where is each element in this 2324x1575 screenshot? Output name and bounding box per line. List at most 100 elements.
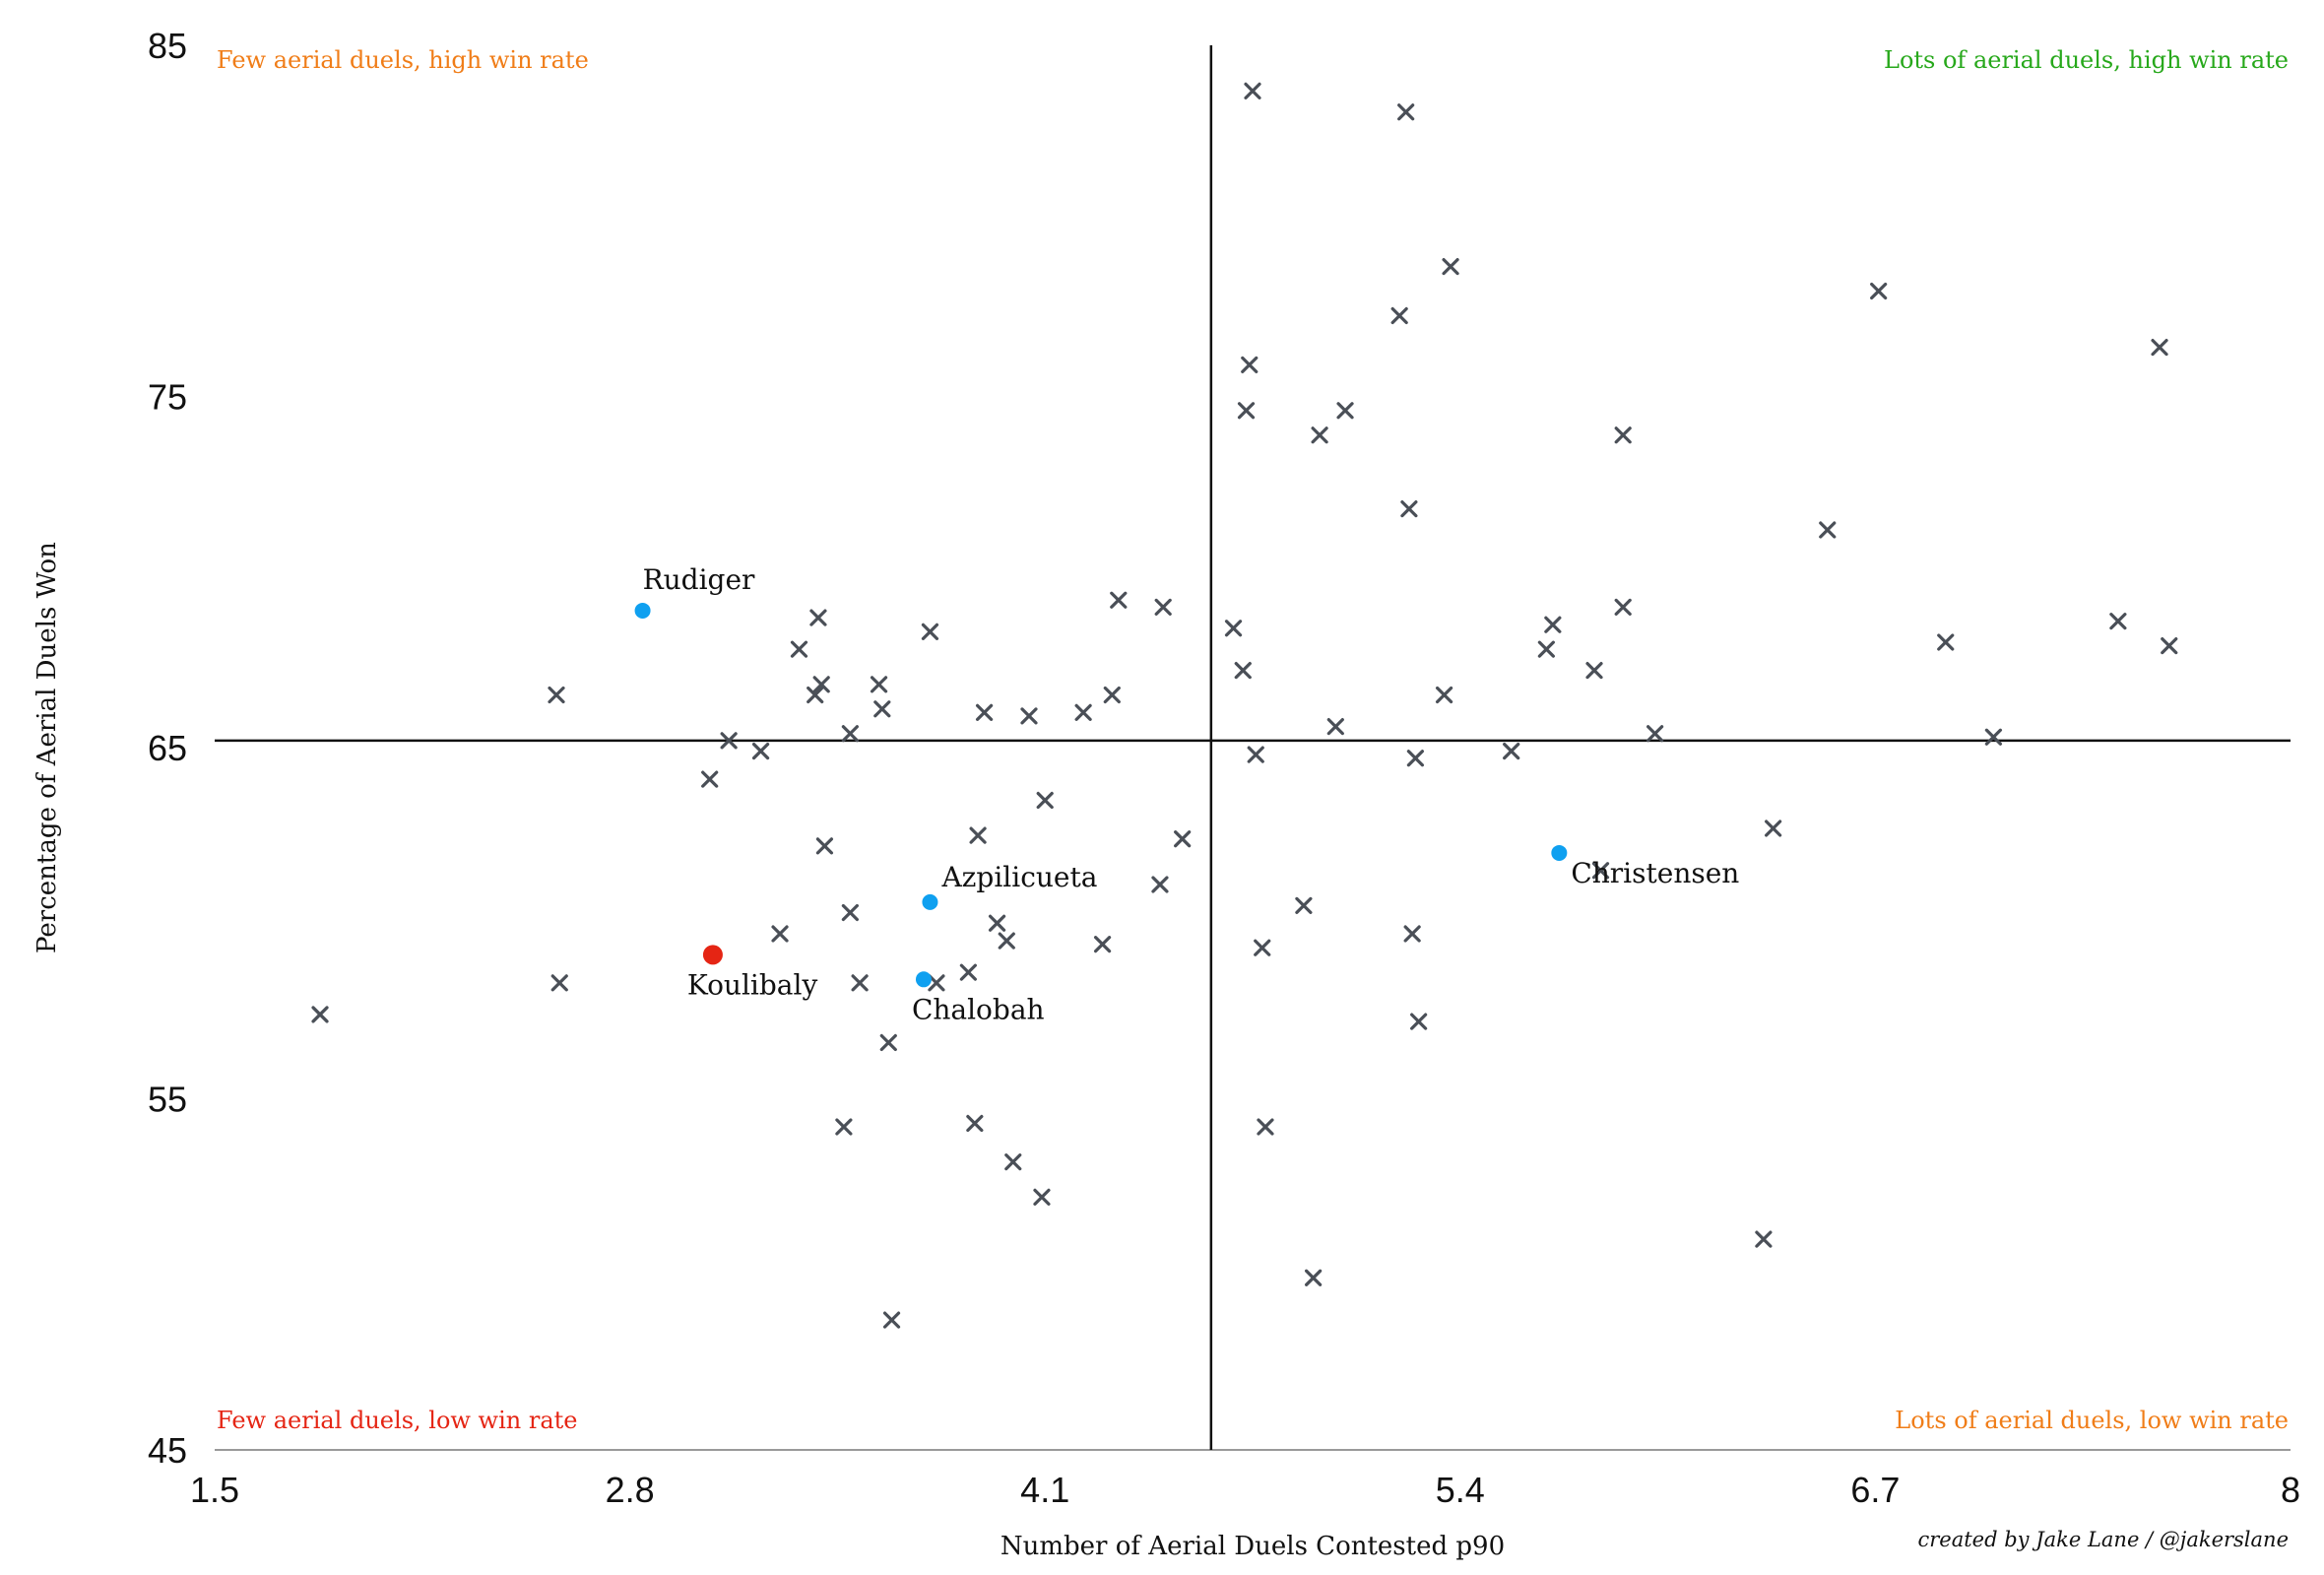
- player-point: [1237, 402, 1256, 420]
- player-point: [1755, 1230, 1773, 1248]
- player-point: [807, 686, 824, 704]
- player-point: [841, 725, 859, 743]
- y-axis-label: Percentage of Aerial Duels Won: [32, 542, 62, 953]
- player-point: [966, 1114, 984, 1133]
- y-tick-label: 65: [148, 728, 187, 768]
- player-point: [870, 676, 888, 693]
- x-tick-label: 8: [2281, 1470, 2300, 1510]
- y-tick-label: 45: [148, 1430, 187, 1471]
- x-tick-label: 6.7: [1850, 1470, 1900, 1510]
- player-point: [1110, 591, 1128, 609]
- x-tick-label: 4.1: [1020, 1470, 1069, 1510]
- player-point: [1247, 746, 1264, 763]
- player-point: [975, 703, 994, 721]
- x-tick-label: 2.8: [606, 1470, 655, 1510]
- player-point: [2161, 637, 2178, 655]
- player-point: [1305, 1269, 1323, 1286]
- player-point: [873, 700, 891, 718]
- player-point: [998, 932, 1015, 950]
- player-point: [2151, 338, 2168, 357]
- player-point: [1234, 661, 1252, 680]
- highlighted-point-rudiger: [634, 602, 651, 619]
- player-point: [815, 837, 834, 855]
- player-point: [809, 609, 827, 626]
- player-point: [1410, 1013, 1428, 1030]
- player-point: [1406, 750, 1424, 767]
- player-point: [1093, 936, 1112, 953]
- player-point: [1984, 728, 2002, 746]
- player-point: [1765, 820, 1782, 837]
- player-point: [1224, 620, 1243, 637]
- player-point: [1397, 103, 1415, 121]
- player-point: [311, 1006, 329, 1023]
- player-point: [1151, 876, 1169, 893]
- player-label-rudiger: Rudiger: [643, 563, 755, 596]
- player-point: [1442, 257, 1459, 276]
- player-point: [751, 742, 770, 760]
- credit-text: created by Jake Lane / @jakerslane: [1917, 1528, 2289, 1551]
- x-axis-label: Number of Aerial Duels Contested p90: [1001, 1532, 1505, 1561]
- player-point: [1311, 427, 1328, 444]
- quadrant-label-bottom-right: Lots of aerial duels, low win rate: [1895, 1407, 2289, 1434]
- player-point: [790, 640, 808, 658]
- player-point: [921, 623, 939, 640]
- player-point: [959, 963, 977, 981]
- player-point: [720, 732, 738, 750]
- player-point: [771, 925, 789, 943]
- highlighted-point-chalobah: [915, 971, 932, 988]
- y-tick-label: 85: [148, 26, 187, 66]
- player-point: [1537, 640, 1555, 658]
- player-point: [1390, 306, 1408, 325]
- player-point: [1254, 939, 1271, 956]
- x-axis-ticks: 1.5 2.8 4.1 5.4 6.7 8: [190, 1470, 2300, 1510]
- player-point: [1400, 499, 1418, 518]
- quadrant-label-top-left: Few aerial duels, high win rate: [217, 46, 589, 74]
- player-point: [1241, 356, 1259, 374]
- other-players-points: [311, 82, 2178, 1329]
- player-point: [1591, 862, 1610, 880]
- player-point: [1614, 598, 1632, 617]
- player-point: [2109, 613, 2127, 630]
- player-point: [835, 1118, 853, 1136]
- player-point: [550, 974, 568, 992]
- player-point: [1295, 896, 1313, 915]
- player-point: [1646, 725, 1664, 743]
- highlighted-players: Rudiger Azpilicueta Chalobah Christensen Kou…: [634, 563, 1739, 1025]
- x-tick-label: 1.5: [190, 1470, 239, 1510]
- player-point: [1403, 925, 1421, 943]
- highlighted-point-christensen: [1551, 844, 1568, 861]
- player-point: [812, 676, 830, 693]
- player-point: [1870, 282, 1888, 300]
- player-point: [1326, 718, 1344, 736]
- player-point: [1503, 742, 1520, 760]
- player-point: [841, 903, 859, 922]
- player-label-koulibaly: Koulibaly: [687, 968, 818, 1001]
- player-point: [1614, 427, 1632, 444]
- player-point: [1544, 616, 1562, 633]
- player-point: [1074, 703, 1092, 721]
- player-point: [1435, 686, 1453, 704]
- player-point: [882, 1311, 901, 1329]
- player-point: [1244, 82, 1261, 99]
- player-point: [1036, 791, 1054, 810]
- player-label-chalobah: Chalobah: [912, 993, 1045, 1025]
- player-point: [1020, 707, 1038, 725]
- x-tick-label: 5.4: [1436, 1470, 1485, 1510]
- player-point: [1937, 633, 1955, 651]
- player-point: [1819, 521, 1837, 539]
- highlighted-point-koulibaly: [702, 945, 723, 965]
- player-point: [548, 686, 565, 704]
- player-point: [1174, 830, 1192, 848]
- quadrant-label-bottom-left: Few aerial duels, low win rate: [217, 1407, 578, 1434]
- y-tick-label: 55: [148, 1080, 187, 1120]
- player-point: [1033, 1188, 1051, 1206]
- y-axis-ticks: 85 75 65 55 45: [148, 26, 187, 1471]
- player-point: [701, 770, 719, 788]
- player-label-christensen: Christensen: [1571, 857, 1739, 889]
- player-point: [988, 914, 1006, 932]
- quadrant-label-top-right: Lots of aerial duels, high win rate: [1884, 46, 2289, 74]
- y-tick-label: 75: [148, 377, 187, 418]
- player-label-azpilicueta: Azpilicueta: [940, 861, 1097, 893]
- player-point: [851, 974, 869, 992]
